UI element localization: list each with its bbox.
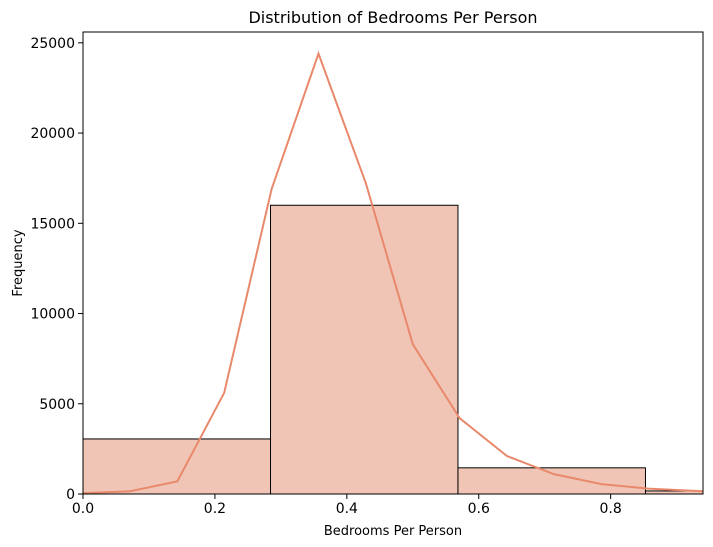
chart-title: Distribution of Bedrooms Per Person — [248, 8, 537, 27]
y-tick-label: 25000 — [30, 36, 75, 52]
x-tick-label: 0.0 — [72, 501, 94, 517]
y-tick-label: 5000 — [39, 397, 75, 413]
x-tick-label: 0.4 — [336, 501, 358, 517]
y-tick-label: 0 — [66, 487, 75, 503]
x-tick-label: 0.8 — [600, 501, 622, 517]
y-tick-label: 20000 — [30, 126, 75, 142]
y-tick-label: 15000 — [30, 216, 75, 232]
histogram-bar-1 — [270, 204, 459, 495]
bars-group — [82, 204, 704, 495]
plot-frame — [82, 31, 704, 495]
y-tick-label: 10000 — [30, 307, 75, 323]
histogram-bar-2 — [457, 467, 646, 495]
x-axis-ticks: 0.0 0.2 0.4 0.6 0.8 — [72, 494, 622, 517]
x-axis-label: Bedrooms Per Person — [324, 524, 462, 539]
x-tick-label: 0.6 — [468, 501, 490, 517]
x-tick-label: 0.2 — [204, 501, 226, 517]
kde-curve — [82, 50, 704, 495]
histogram-bar-0 — [82, 438, 272, 495]
y-axis-ticks: 0 5000 10000 15000 20000 25000 — [30, 36, 83, 503]
y-axis-label: Frequency — [11, 229, 26, 296]
